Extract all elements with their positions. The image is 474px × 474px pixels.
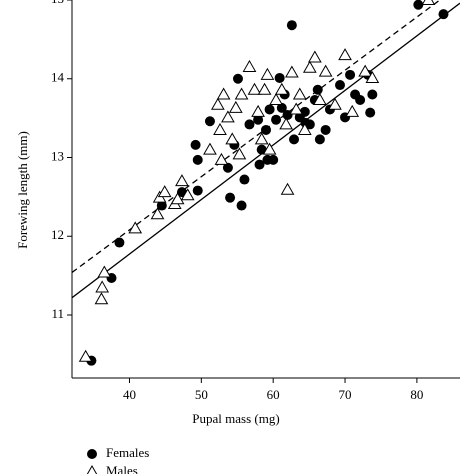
point: [232, 147, 247, 160]
point: [292, 87, 307, 100]
point: [279, 117, 293, 130]
point: [251, 104, 265, 117]
point: [289, 102, 304, 115]
point: [271, 114, 282, 125]
point: [302, 60, 317, 73]
point: [94, 292, 109, 305]
point: [216, 87, 231, 100]
point: [300, 117, 311, 128]
point: [335, 80, 346, 91]
point: [221, 110, 235, 123]
x-tick-label: 80: [410, 387, 423, 402]
point: [114, 237, 125, 248]
point: [254, 159, 265, 170]
point: [262, 142, 277, 155]
legend-label: Females: [106, 445, 149, 460]
point: [157, 185, 172, 198]
point: [180, 188, 195, 201]
y-tick-label: 13: [51, 148, 64, 163]
point: [203, 142, 217, 155]
point: [312, 84, 323, 95]
legend-marker: [86, 464, 98, 474]
point: [274, 82, 289, 95]
point: [286, 20, 297, 31]
point: [268, 154, 279, 165]
point: [225, 132, 240, 145]
point: [413, 0, 424, 10]
point: [225, 192, 236, 203]
point: [345, 69, 356, 80]
point: [190, 139, 201, 150]
point: [289, 134, 300, 145]
point: [328, 97, 342, 110]
x-axis-label: Pupal mass (mg): [192, 411, 279, 426]
point: [313, 93, 327, 106]
point: [242, 59, 257, 72]
point: [150, 207, 165, 220]
point: [282, 109, 293, 120]
point: [297, 122, 312, 135]
point: [97, 265, 112, 278]
point: [307, 50, 322, 63]
point: [438, 9, 449, 20]
trend-line: [72, 0, 441, 273]
point: [213, 122, 227, 135]
point: [276, 102, 287, 113]
point: [170, 192, 185, 205]
legend-label: Males: [106, 463, 138, 474]
point: [244, 119, 255, 130]
point: [345, 104, 360, 117]
point: [338, 48, 352, 61]
y-axis-label: Forewing length (mm): [15, 131, 30, 249]
point: [128, 221, 143, 234]
point: [253, 114, 264, 125]
x-tick-label: 40: [123, 387, 136, 402]
point: [192, 185, 203, 196]
point: [355, 95, 366, 106]
x-tick-label: 60: [267, 387, 280, 402]
x-tick-label: 70: [339, 387, 352, 402]
y-tick-label: 11: [51, 306, 64, 321]
y-tick-label: 12: [51, 227, 64, 242]
point: [261, 124, 271, 135]
point: [257, 82, 272, 95]
point: [210, 97, 225, 110]
point: [247, 82, 262, 95]
y-tick-label: 15: [51, 0, 64, 6]
point: [264, 104, 275, 115]
point: [222, 162, 233, 173]
point: [320, 124, 331, 135]
y-tick-label: 14: [51, 70, 65, 85]
point: [78, 349, 93, 362]
point: [236, 200, 247, 211]
point: [280, 182, 295, 195]
point: [95, 280, 110, 293]
point: [239, 174, 250, 185]
point: [214, 152, 229, 165]
point: [228, 100, 243, 113]
point: [156, 200, 167, 211]
point: [274, 72, 285, 83]
point: [421, 0, 436, 5]
legend-marker: [87, 449, 97, 459]
point: [175, 174, 189, 187]
point: [234, 87, 249, 100]
point: [269, 93, 283, 106]
point: [232, 73, 243, 84]
point: [318, 64, 333, 77]
point: [367, 89, 378, 100]
point: [358, 64, 373, 77]
point: [365, 107, 376, 118]
x-tick-label: 50: [195, 387, 208, 402]
point: [285, 65, 299, 78]
point: [192, 154, 203, 165]
point: [365, 70, 380, 83]
point: [260, 67, 275, 80]
point: [314, 134, 325, 145]
point: [254, 132, 269, 145]
point: [204, 116, 215, 127]
